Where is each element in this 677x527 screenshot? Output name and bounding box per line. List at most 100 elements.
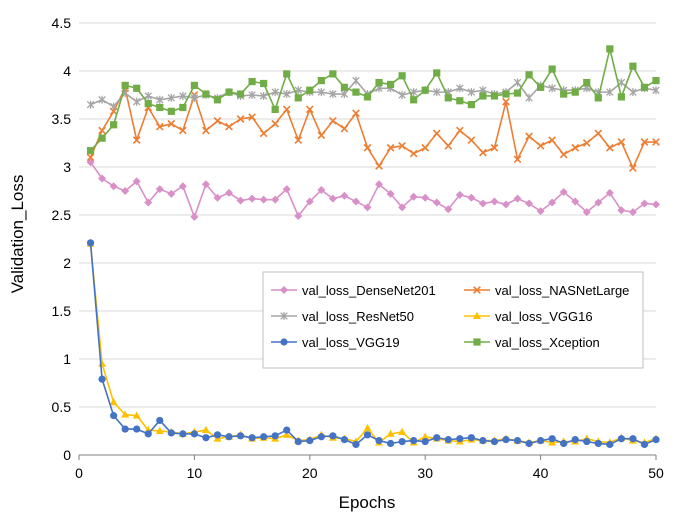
data-point: [340, 124, 349, 133]
data-point: [167, 93, 176, 102]
data-point: [179, 103, 187, 112]
data-point: [352, 109, 360, 118]
data-point: [455, 190, 464, 199]
data-point: [98, 126, 106, 135]
legend-label: val_loss_VGG16: [495, 309, 593, 324]
data-point: [98, 134, 106, 142]
y-tick-label: 4.5: [52, 15, 72, 31]
legend-item: val_loss_Xception: [464, 335, 600, 350]
legend-item: val_loss_DenseNet201: [271, 283, 436, 298]
data-point: [490, 92, 499, 100]
y-tick-label: 1.5: [52, 303, 72, 319]
data-point: [617, 138, 626, 146]
data-point: [525, 71, 533, 79]
data-point: [571, 197, 580, 206]
data-point: [513, 78, 522, 87]
y-tick-label: 0.5: [52, 399, 72, 415]
legend-swatch-marker: [280, 312, 288, 320]
data-point: [582, 208, 591, 217]
data-point: [363, 143, 372, 152]
data-point: [502, 97, 510, 106]
data-point: [178, 126, 187, 135]
legend-swatch-marker: [473, 311, 481, 319]
data-point: [421, 437, 429, 446]
data-point: [502, 90, 510, 98]
data-point: [478, 199, 487, 208]
data-point: [375, 180, 384, 189]
y-axis-title: Validation_Loss: [8, 175, 27, 294]
data-point: [202, 126, 210, 135]
data-point: [271, 88, 279, 97]
data-point: [110, 412, 118, 420]
data-point: [213, 193, 222, 202]
data-point: [479, 148, 487, 157]
data-point: [271, 119, 280, 128]
data-point: [340, 90, 349, 99]
data-point: [271, 432, 279, 440]
data-point: [329, 90, 337, 99]
data-point: [479, 92, 487, 100]
data-point: [629, 88, 637, 97]
data-point: [398, 142, 406, 150]
data-point: [190, 430, 198, 438]
x-tick-label: 50: [648, 465, 664, 481]
data-point: [132, 177, 141, 186]
data-point: [248, 91, 256, 99]
data-point: [629, 164, 637, 172]
data-point: [433, 69, 441, 77]
data-point: [386, 429, 395, 437]
data-point: [86, 100, 95, 109]
data-point: [560, 439, 568, 448]
data-point: [467, 434, 475, 442]
data-point: [317, 433, 325, 441]
data-point: [571, 88, 579, 96]
data-point: [259, 195, 268, 204]
legend-label: val_loss_NASNetLarge: [495, 283, 629, 298]
data-point: [629, 62, 637, 70]
legend-swatch-marker: [280, 286, 288, 294]
data-point: [640, 83, 649, 91]
data-point: [282, 105, 291, 114]
data-point: [652, 77, 660, 85]
data-point: [248, 434, 256, 442]
data-point: [536, 207, 545, 216]
data-point: [652, 138, 660, 146]
data-point: [410, 96, 418, 104]
data-point: [456, 435, 464, 443]
y-tick-label: 3: [63, 159, 71, 175]
data-point: [617, 206, 626, 215]
data-point: [455, 126, 464, 135]
data-point: [467, 193, 476, 202]
data-point: [571, 143, 580, 152]
legend-label: val_loss_DenseNet201: [302, 283, 436, 298]
data-point: [86, 153, 95, 162]
legend-swatch-marker: [473, 286, 481, 294]
data-point: [605, 143, 614, 152]
data-point: [155, 122, 164, 131]
data-point: [456, 97, 464, 105]
data-point: [548, 435, 556, 443]
legend-item: val_loss_ResNet50: [271, 309, 414, 324]
data-point: [294, 437, 302, 446]
data-point: [236, 196, 245, 205]
data-point: [606, 440, 614, 449]
data-point: [190, 212, 199, 221]
x-tick-label: 30: [417, 465, 433, 481]
series-val_loss_DenseNet201: [86, 158, 660, 221]
data-point: [248, 113, 256, 121]
data-point: [236, 90, 245, 98]
data-point: [259, 129, 268, 138]
data-point: [606, 45, 614, 53]
data-point: [156, 103, 164, 112]
data-point: [386, 439, 395, 448]
data-point: [260, 433, 268, 441]
data-point: [386, 189, 395, 198]
legend-item: val_loss_VGG16: [464, 309, 593, 324]
data-point: [444, 142, 453, 150]
data-point: [352, 76, 360, 85]
data-point: [305, 105, 314, 114]
data-point: [201, 425, 210, 434]
data-point: [225, 188, 234, 197]
legend-swatch-marker: [473, 338, 481, 346]
data-point: [352, 88, 360, 96]
